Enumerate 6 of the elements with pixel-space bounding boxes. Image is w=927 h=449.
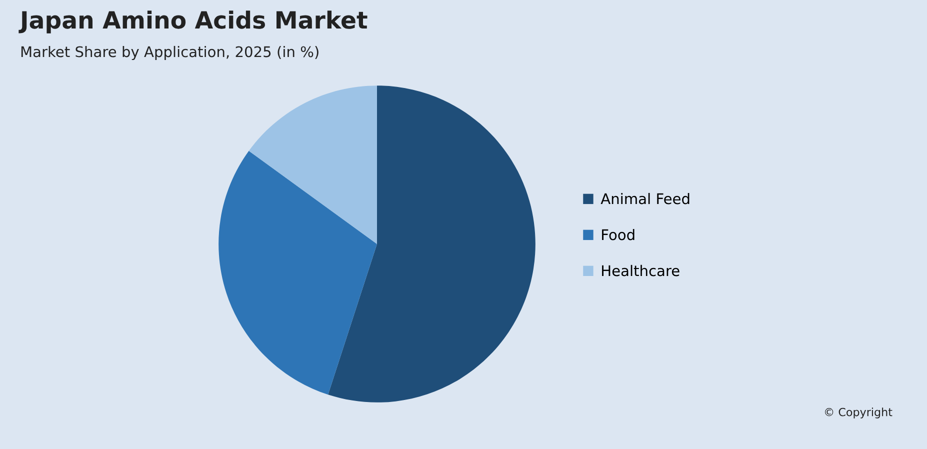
text: © Copyright [825, 408, 892, 418]
legend-label: Animal Feed [600, 192, 690, 204]
legend-label: Food [602, 228, 634, 240]
chart-title: Japan Amino Acids Market [18, 10, 368, 34]
legend-label: Healthcare [602, 264, 680, 276]
chart-subtitle: Market Share by Application, 2025 (in %) [21, 46, 318, 60]
